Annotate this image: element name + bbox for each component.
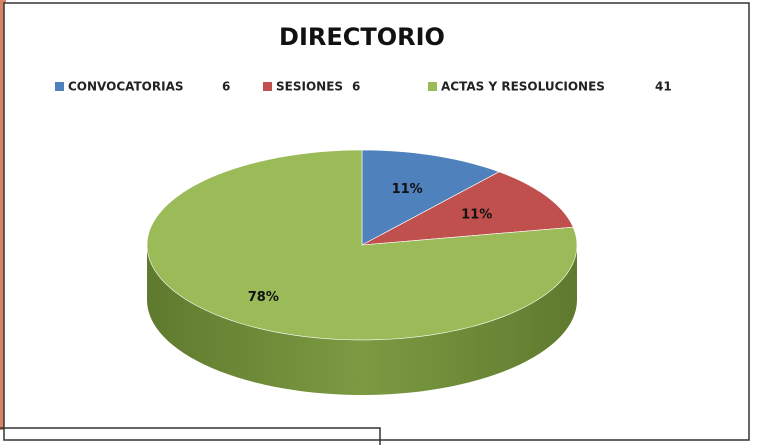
edge-strip [0, 0, 6, 430]
legend-count: 6 [222, 80, 230, 94]
pie-slice [146, 149, 578, 341]
pie-side [147, 245, 577, 395]
chart-title: DIRECTORIO [279, 23, 445, 51]
slice-label: 78% [248, 290, 279, 305]
legend-label: SESIONES [276, 80, 343, 94]
legend-swatch [428, 82, 437, 91]
slice-label: 11% [392, 182, 423, 197]
lower-frame [0, 427, 381, 445]
legend-swatch [55, 82, 64, 91]
legend-label: ACTAS Y RESOLUCIONES [441, 80, 605, 94]
legend-count: 41 [655, 80, 672, 94]
legend-label: CONVOCATORIAS [68, 80, 184, 94]
legend-count: 6 [352, 80, 360, 94]
pie-slice [361, 149, 500, 246]
pie-slice [361, 171, 574, 246]
slice-label: 11% [461, 208, 492, 223]
legend-swatch [263, 82, 272, 91]
